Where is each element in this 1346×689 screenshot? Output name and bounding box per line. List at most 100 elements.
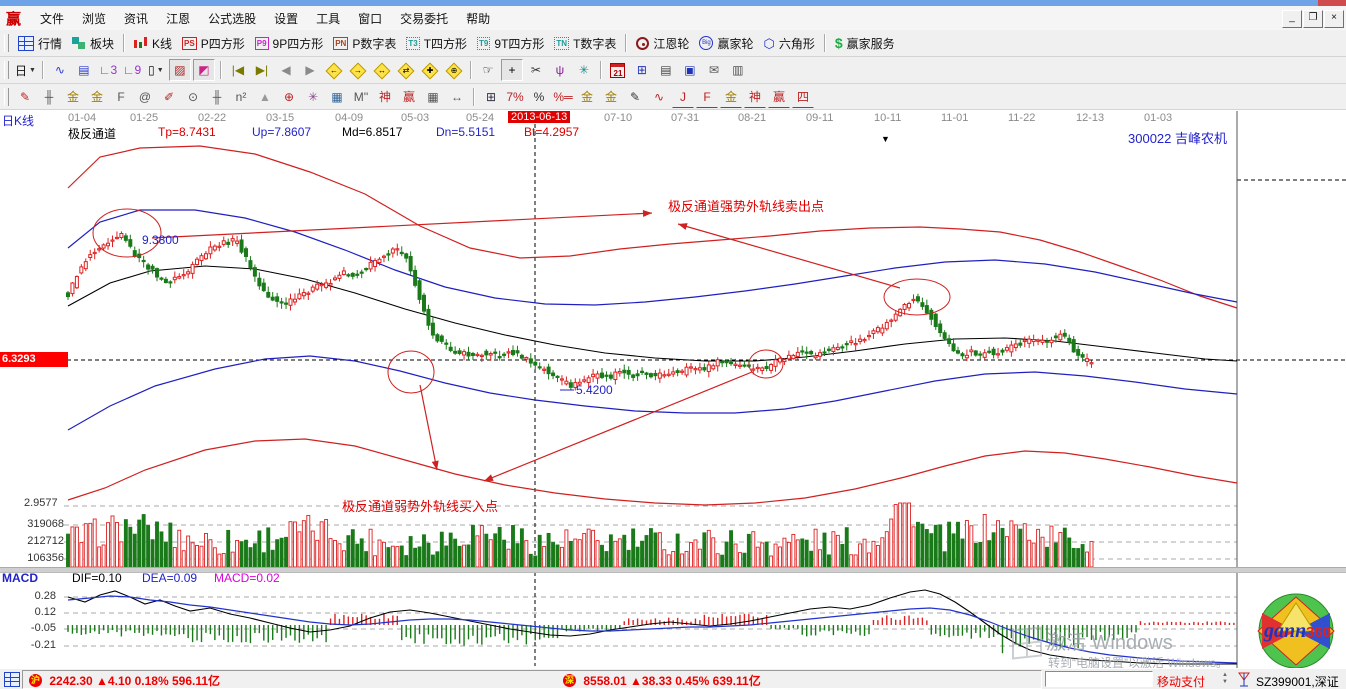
expand-horizontal-button[interactable]: ↔ bbox=[371, 59, 393, 81]
menu-item-gann[interactable]: 江恩 bbox=[166, 11, 191, 26]
percent-button[interactable]: % bbox=[528, 86, 550, 108]
toolbar-gann-wheel-label: 江恩轮 bbox=[653, 36, 690, 51]
menu-item-help[interactable]: 帮助 bbox=[466, 11, 491, 26]
toolbar-sectors-button[interactable]: 板块 bbox=[67, 33, 119, 54]
grid-box-button[interactable]: ▦ bbox=[326, 86, 348, 108]
toolbar-t-square-button[interactable]: T3 T四方形 bbox=[401, 33, 472, 54]
ticker-scroll-buttons[interactable]: ▲ ▼ bbox=[1222, 672, 1228, 685]
marker-button[interactable]: ✐ bbox=[158, 86, 180, 108]
bars-9-button[interactable]: ∟9 bbox=[121, 59, 143, 81]
print-button[interactable]: ▥ bbox=[727, 59, 749, 81]
gann-compass-button[interactable]: ⊕ bbox=[278, 86, 300, 108]
overlay-chart-button[interactable]: ∿ bbox=[49, 59, 71, 81]
fib-grid-button[interactable]: F bbox=[110, 86, 132, 108]
report-button[interactable]: ▤ bbox=[655, 59, 677, 81]
toolbar-p-number-table-button[interactable]: PN P数字表 bbox=[328, 33, 401, 54]
menu-item-browse[interactable]: 浏览 bbox=[82, 11, 107, 26]
percent-7-button[interactable]: 7% bbox=[504, 86, 526, 108]
ying-grid-button[interactable]: 赢 bbox=[398, 86, 420, 108]
status-grid-icon[interactable] bbox=[4, 672, 20, 687]
toolbar-kline-button[interactable]: K线 bbox=[129, 33, 177, 54]
gold-angle-button[interactable]: 金 bbox=[720, 86, 742, 108]
toolbar-gann-wheel-button[interactable]: 江恩轮 bbox=[631, 33, 694, 54]
cut-line-button[interactable]: ✂ bbox=[525, 59, 547, 81]
gold-circle-button[interactable]: 金 bbox=[576, 86, 598, 108]
zoom-in-button[interactable]: ✚ bbox=[419, 59, 441, 81]
minimize-button[interactable]: _ bbox=[1282, 10, 1302, 28]
time-circle-button[interactable]: ⊙ bbox=[182, 86, 204, 108]
brush-button[interactable]: ✎ bbox=[14, 86, 36, 108]
ying-angle-button[interactable]: 赢 bbox=[768, 86, 790, 108]
pattern-tool-button[interactable]: ▨ bbox=[168, 59, 191, 81]
angle-mirror-button[interactable]: ▲ bbox=[254, 86, 276, 108]
small-wheel-button[interactable]: ✳ bbox=[302, 86, 324, 108]
info-list-button[interactable]: ▤ bbox=[73, 59, 95, 81]
wave-gold-button[interactable]: ∿ bbox=[648, 86, 670, 108]
f-angle-button[interactable]: F bbox=[696, 86, 718, 108]
next-page-button[interactable]: ▶ bbox=[299, 59, 321, 81]
calendar-button[interactable]: 21 bbox=[607, 59, 629, 81]
volume-profile-button[interactable]: ◩ bbox=[192, 59, 215, 81]
menu-items: 文件 浏览 资讯 江恩 公式选股 设置 工具 窗口 交易委托 帮助 bbox=[31, 7, 499, 30]
percent-lines-button[interactable]: %═ bbox=[552, 86, 574, 108]
analysis-tool-button[interactable]: ✳ bbox=[573, 59, 595, 81]
toolbar-9t-square-button[interactable]: T9 9T四方形 bbox=[472, 33, 549, 54]
bars-3-icon: ∟3 bbox=[98, 63, 118, 77]
pan-left-button[interactable]: ← bbox=[323, 59, 345, 81]
menu-item-news[interactable]: 资讯 bbox=[124, 11, 149, 26]
menu-item-tools[interactable]: 工具 bbox=[316, 11, 341, 26]
zoom-out-button[interactable]: ⊕ bbox=[443, 59, 465, 81]
square-of-nine-button[interactable]: n² bbox=[230, 86, 252, 108]
news-ticker[interactable]: 移动支付 bbox=[1157, 675, 1206, 689]
restore-button[interactable]: ❐ bbox=[1303, 10, 1323, 28]
menu-item-formula-stock-pick[interactable]: 公式选股 bbox=[208, 11, 257, 26]
toolbar-9p-square-button[interactable]: P9 9P四方形 bbox=[250, 33, 328, 54]
gold-grid-b-button[interactable]: 金 bbox=[86, 86, 108, 108]
save-button[interactable]: ▣ bbox=[679, 59, 701, 81]
bars-9-icon: ∟9 bbox=[122, 63, 142, 77]
quick-code-input[interactable] bbox=[1045, 671, 1153, 687]
shen-grid-button[interactable]: 神 bbox=[374, 86, 396, 108]
toolbar-winner-wheel-button[interactable]: Big 赢家轮 bbox=[694, 33, 758, 54]
gann-grid-button[interactable]: ╫ bbox=[38, 86, 60, 108]
prev-page-button[interactable]: ◀ bbox=[275, 59, 297, 81]
calculator-button[interactable]: ⊞ bbox=[631, 59, 653, 81]
menu-item-trade-order[interactable]: 交易委托 bbox=[400, 11, 449, 26]
four-angle-button[interactable]: 四 bbox=[792, 86, 814, 108]
menu-item-file[interactable]: 文件 bbox=[40, 11, 65, 26]
wave-mark-button[interactable]: M'' bbox=[350, 86, 372, 108]
ruler-123-button[interactable]: ▦ bbox=[422, 86, 444, 108]
price-chart-canvas[interactable] bbox=[0, 110, 1346, 668]
candle-style-button[interactable]: ▯ ▼ bbox=[145, 59, 167, 81]
pane-splitter[interactable] bbox=[0, 567, 1346, 573]
span-measure-button[interactable]: ↔ bbox=[446, 86, 468, 108]
mark-tool-button[interactable]: ψ bbox=[549, 59, 571, 81]
j-angle-button[interactable]: J bbox=[672, 86, 694, 108]
crosshair-button[interactable]: + bbox=[500, 59, 523, 81]
time-grid-button[interactable]: ╫ bbox=[206, 86, 228, 108]
gold-lines-button[interactable]: 金 bbox=[600, 86, 622, 108]
ink-brush-button[interactable]: ✎ bbox=[624, 86, 646, 108]
price-grid-button[interactable]: ⊞ bbox=[480, 86, 502, 108]
chart-area[interactable]: 日K线 01-04 01-25 02-22 03-15 04-09 05-03 05-24 2… bbox=[0, 110, 1346, 670]
close-button[interactable]: × bbox=[1324, 10, 1344, 28]
gold-grid-a-button[interactable]: 金 bbox=[62, 86, 84, 108]
hand-pointer-button[interactable]: ☞ bbox=[477, 59, 499, 81]
first-page-button[interactable]: |◀ bbox=[227, 59, 249, 81]
toolbar-winner-service-button[interactable]: $ 赢家服务 bbox=[830, 33, 900, 54]
menu-item-settings[interactable]: 设置 bbox=[274, 11, 299, 26]
toolbar-quotes-button[interactable]: 行情 bbox=[13, 33, 67, 54]
toolbar-p-square-button[interactable]: PS P四方形 bbox=[177, 33, 250, 54]
last-page-button[interactable]: ▶| bbox=[251, 59, 273, 81]
mail-button[interactable]: ✉ bbox=[703, 59, 725, 81]
menu-item-window[interactable]: 窗口 bbox=[358, 11, 383, 26]
bars-3-button[interactable]: ∟3 bbox=[97, 59, 119, 81]
title-close-button[interactable] bbox=[1318, 0, 1346, 6]
toolbar-hexagon-button[interactable]: ⬡ 六角形 bbox=[758, 33, 819, 54]
compress-horizontal-button[interactable]: ⇄ bbox=[395, 59, 417, 81]
shen-angle-button[interactable]: 神 bbox=[744, 86, 766, 108]
period-day-button[interactable]: 日 ▼ bbox=[14, 59, 37, 81]
toolbar-t-number-table-button[interactable]: TN T数字表 bbox=[549, 33, 621, 54]
spiral-button[interactable]: @ bbox=[134, 86, 156, 108]
pan-right-button[interactable]: → bbox=[347, 59, 369, 81]
